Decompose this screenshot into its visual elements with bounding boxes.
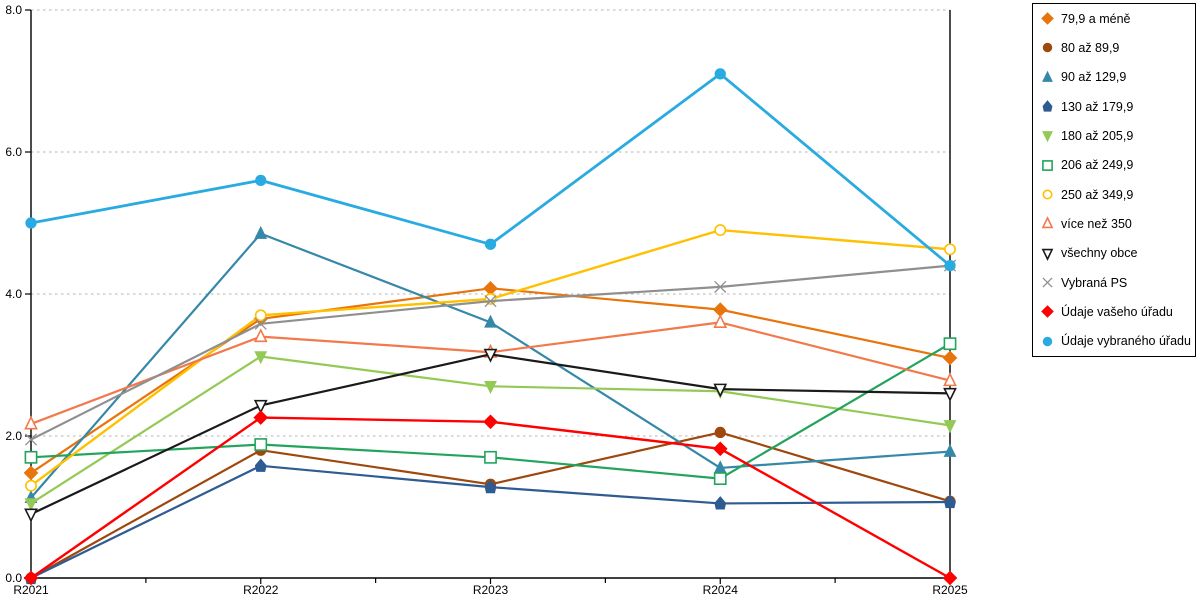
x-tick-label: R2022 (243, 583, 279, 597)
legend-item: Vybraná PS (1040, 275, 1195, 290)
series-11 (25, 68, 956, 272)
series-8 (24, 348, 957, 523)
legend-item-label: Údaje vybraného úřadu (1061, 334, 1191, 349)
y-tick-label: 8.0 (5, 3, 22, 17)
y-tick-label: 2.0 (5, 429, 22, 443)
series-5 (24, 337, 957, 485)
legend-item: 206 až 249,9 (1040, 158, 1195, 173)
legend-item: 250 až 349,9 (1040, 187, 1195, 202)
legend-item: 90 až 129,9 (1040, 70, 1195, 85)
legend-item-label: 180 až 205,9 (1061, 128, 1134, 143)
legend-item: 79,9 a méně (1040, 11, 1195, 26)
legend-marker-icon (1042, 100, 1053, 112)
legend-item-label: Vybraná PS (1061, 275, 1128, 290)
legend-marker-icon (1042, 277, 1053, 288)
legend-marker-icon (1041, 216, 1054, 229)
legend-item-label: 80 až 89,9 (1061, 40, 1120, 55)
x-tick-label: R2025 (932, 583, 968, 597)
y-tick-label: 6.0 (5, 145, 22, 159)
series-3 (25, 458, 956, 585)
legend-item-label: 250 až 349,9 (1061, 187, 1134, 202)
legend-item: 180 až 205,9 (1040, 128, 1195, 143)
legend-item-label: Údaje vašeho úřadu (1061, 304, 1173, 319)
legend-marker-icon (1041, 248, 1054, 261)
legend-marker-icon (1041, 12, 1054, 25)
legend-item-label: více než 350 (1061, 216, 1132, 231)
series-2 (24, 225, 957, 504)
legend-marker-icon (1042, 189, 1053, 200)
legend-marker-icon (1041, 305, 1054, 319)
legend-marker-icon (1042, 43, 1053, 53)
y-tick-label: 0.0 (5, 571, 22, 585)
legend-item-label: 90 až 129,9 (1061, 70, 1127, 85)
legend-marker-icon (1042, 336, 1053, 346)
legend-item: všechny obce (1040, 246, 1195, 261)
series-6 (25, 224, 956, 492)
chart-plot-area: 0.0 2.0 4.0 6.0 8.0 R2021 R2022 R2023 R2024 R2025 (5, 3, 968, 597)
legend-item: 80 až 89,9 (1040, 40, 1195, 55)
legend-marker-icon (1042, 159, 1053, 171)
series-10 (23, 410, 958, 586)
legend-item-label: všechny obce (1061, 246, 1138, 261)
legend-item: Údaje vybraného úřadu (1040, 334, 1195, 349)
x-tick-label: R2024 (703, 583, 739, 597)
legend-item: více než 350 (1040, 216, 1195, 231)
x-tick-label: R2023 (473, 583, 509, 597)
x-tick-label: R2021 (13, 583, 49, 597)
series-0 (23, 281, 958, 481)
legend-marker-icon (1042, 131, 1053, 143)
legend-marker-icon (1042, 70, 1053, 82)
series-line (29, 416, 952, 580)
y-tick-label: 4.0 (5, 287, 22, 301)
chart-legend: 79,9 a méně 80 až 89,9 90 až 129,9 130 až 1… (1032, 3, 1196, 357)
legend-item-label: 79,9 a méně (1061, 11, 1131, 26)
legend-item-label: 206 až 249,9 (1061, 158, 1134, 173)
legend-item-label: 130 až 179,9 (1061, 99, 1134, 114)
legend-item: 130 až 179,9 (1040, 99, 1195, 114)
series-4 (24, 351, 957, 512)
legend-item: Údaje vašeho úřadu (1040, 304, 1195, 319)
